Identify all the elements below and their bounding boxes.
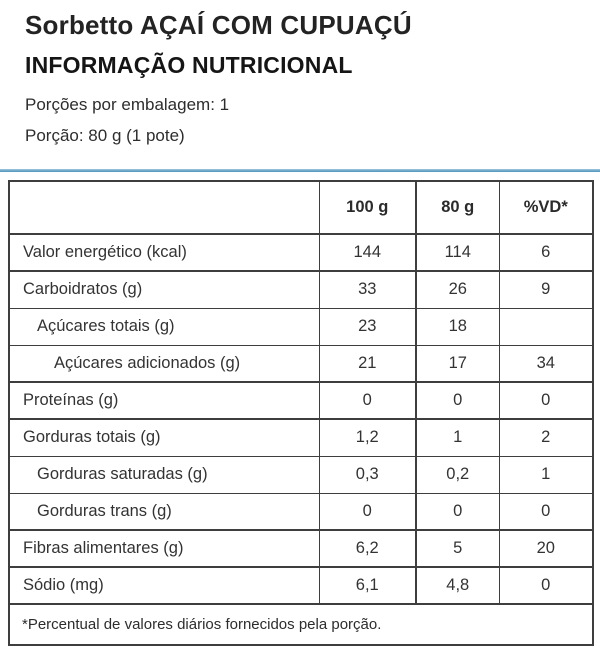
value-vd: 0 <box>498 492 594 531</box>
table-row-proteinas: Proteínas (g) 0 0 0 <box>8 381 594 420</box>
value-80g: 5 <box>415 529 500 568</box>
table-row-carboidratos: Carboidratos (g) 33 26 9 <box>8 270 594 309</box>
value-80g: 17 <box>415 344 500 383</box>
value-vd: 9 <box>498 270 594 309</box>
value-80g: 0,2 <box>415 455 500 494</box>
value-80g: 18 <box>415 307 500 346</box>
table-row-acucares-totais: Açúcares totais (g) 23 18 <box>8 307 594 346</box>
value-100g: 21 <box>318 344 417 383</box>
table-row-valor-energetico: Valor energético (kcal) 144 114 6 <box>8 233 594 272</box>
value-100g: 1,2 <box>318 418 417 457</box>
product-title: Sorbetto AÇAÍ COM CUPUAÇÚ <box>25 10 412 40</box>
value-80g: 0 <box>415 492 500 531</box>
value-100g: 144 <box>318 233 417 272</box>
value-100g: 23 <box>318 307 417 346</box>
footnote: *Percentual de valores diários fornecido… <box>8 603 594 646</box>
nutrition-table: 100 g 80 g %VD* Valor energético (kcal) … <box>8 180 594 646</box>
table-row-acucares-adicionados: Açúcares adicionados (g) 21 17 34 <box>8 344 594 383</box>
value-vd: 0 <box>498 381 594 420</box>
panel-header: Sorbetto AÇAÍ COM CUPUAÇÚ INFORMAÇÃO NUT… <box>0 0 600 145</box>
value-100g: 0 <box>318 381 417 420</box>
nutrient-label: Açúcares totais (g) <box>8 307 320 346</box>
divider-rule <box>0 169 600 172</box>
nutrient-label: Gorduras totais (g) <box>8 418 320 457</box>
value-vd: 6 <box>498 233 594 272</box>
value-100g: 0,3 <box>318 455 417 494</box>
table-row-fibras: Fibras alimentares (g) 6,2 5 20 <box>8 529 594 568</box>
value-100g: 6,2 <box>318 529 417 568</box>
value-vd: 34 <box>498 344 594 383</box>
col-header-nutrient <box>8 180 320 235</box>
footnote-row: *Percentual de valores diários fornecido… <box>8 603 594 646</box>
nutrient-label: Proteínas (g) <box>8 381 320 420</box>
value-80g: 114 <box>415 233 500 272</box>
nutrient-label: Açúcares adicionados (g) <box>8 344 320 383</box>
value-vd <box>498 307 594 346</box>
nutrient-label: Valor energético (kcal) <box>8 233 320 272</box>
col-header-80g: 80 g <box>415 180 500 235</box>
value-80g: 0 <box>415 381 500 420</box>
table-row-gorduras-trans: Gorduras trans (g) 0 0 0 <box>8 492 594 531</box>
col-header-vd: %VD* <box>498 180 594 235</box>
value-80g: 26 <box>415 270 500 309</box>
nutrient-label: Gorduras trans (g) <box>8 492 320 531</box>
value-80g: 1 <box>415 418 500 457</box>
value-vd: 20 <box>498 529 594 568</box>
nutrient-label: Fibras alimentares (g) <box>8 529 320 568</box>
value-vd: 2 <box>498 418 594 457</box>
col-header-100g: 100 g <box>318 180 417 235</box>
section-title: INFORMAÇÃO NUTRICIONAL <box>25 52 353 78</box>
portion-size: Porção: 80 g (1 pote) <box>25 126 185 145</box>
table-header-row: 100 g 80 g %VD* <box>8 180 594 235</box>
nutrient-label: Sódio (mg) <box>8 566 320 605</box>
servings-per-package: Porções por embalagem: 1 <box>25 95 230 114</box>
table-row-sodio: Sódio (mg) 6,1 4,8 0 <box>8 566 594 605</box>
value-80g: 4,8 <box>415 566 500 605</box>
value-vd: 0 <box>498 566 594 605</box>
value-100g: 33 <box>318 270 417 309</box>
value-100g: 0 <box>318 492 417 531</box>
value-100g: 6,1 <box>318 566 417 605</box>
nutrient-label: Carboidratos (g) <box>8 270 320 309</box>
value-vd: 1 <box>498 455 594 494</box>
table-row-gorduras-totais: Gorduras totais (g) 1,2 1 2 <box>8 418 594 457</box>
table-row-gorduras-saturadas: Gorduras saturadas (g) 0,3 0,2 1 <box>8 455 594 494</box>
nutrient-label: Gorduras saturadas (g) <box>8 455 320 494</box>
